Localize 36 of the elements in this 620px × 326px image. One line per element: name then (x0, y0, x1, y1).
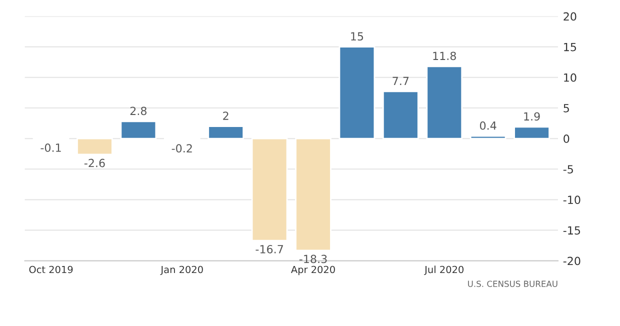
x-tick-label: Jul 2020 (424, 266, 464, 275)
data-label: 7.7 (392, 76, 409, 86)
text: U.S. CENSUS BUREAU (468, 280, 558, 287)
y-tick-label: -20 (563, 256, 580, 266)
data-label: 0.4 (480, 121, 496, 130)
bar (338, 46, 376, 140)
bar (514, 126, 550, 140)
bar (382, 90, 419, 140)
data-label: 11.8 (433, 52, 456, 60)
bar (470, 135, 506, 140)
data-label: 2.8 (130, 106, 147, 116)
data-label: -16.7 (256, 244, 283, 254)
data-label: 1.9 (524, 112, 540, 121)
bar (120, 120, 157, 140)
x-tick-label: Apr 2020 (291, 266, 335, 276)
y-tick-label: 10 (564, 73, 576, 82)
y-tick-label: 15 (564, 42, 576, 52)
y-tick-label: -10 (563, 196, 580, 204)
bar (251, 138, 288, 242)
y-tick-label: 0 (564, 134, 570, 143)
y-tick-label: -5 (563, 165, 573, 174)
data-label: -0.2 (172, 144, 192, 153)
y-tick-label: 5 (564, 104, 569, 112)
data-label: -2.6 (84, 158, 105, 168)
data-label: 2 (223, 112, 228, 120)
data-label: -18.3 (299, 254, 327, 264)
y-tick-label: -15 (563, 226, 580, 235)
data-label: -0.1 (40, 144, 61, 152)
x-tick-label: Jan 2020 (160, 266, 203, 275)
data-label: 15 (351, 32, 364, 41)
bar (426, 66, 463, 140)
bar (76, 138, 113, 156)
bar (295, 138, 332, 252)
y-tick-label: 20 (564, 12, 576, 21)
bar (208, 126, 244, 140)
x-tick-label: Oct 2019 (29, 266, 73, 274)
